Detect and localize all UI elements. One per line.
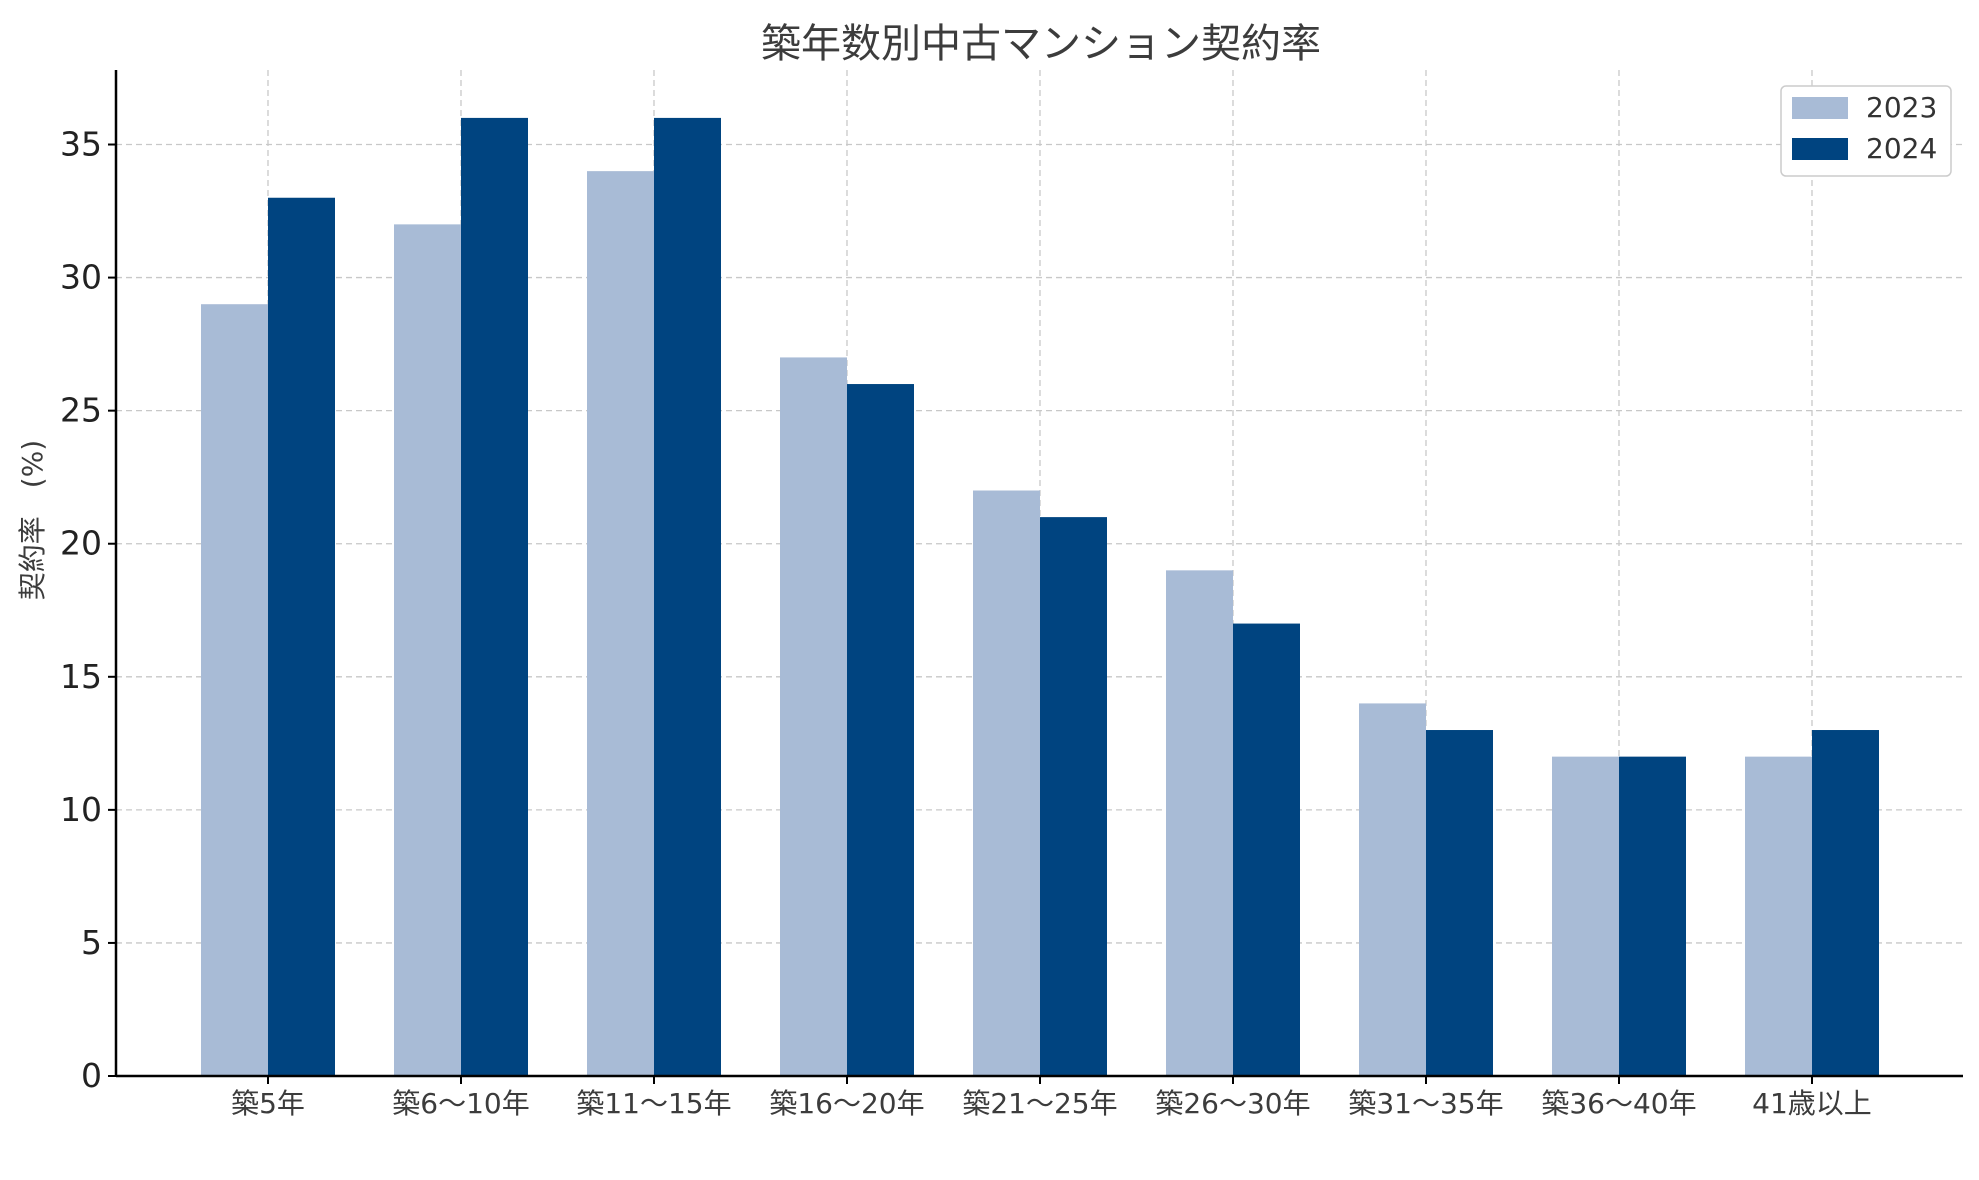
- x-tick-labels: 築5年 築6〜10年 築11〜15年 築16〜20年 築21〜25年 築26〜30年 築31…: [231, 1076, 1872, 1120]
- y-tick-label: 10: [60, 790, 102, 829]
- x-tick-label: 築6〜10年: [392, 1087, 529, 1120]
- bar-2023-6: [1166, 570, 1233, 1076]
- bars: [201, 117, 1879, 1077]
- y-tick-label: 25: [60, 391, 102, 430]
- bar-2023-4: [780, 357, 847, 1076]
- bar-2024-8: [1619, 756, 1686, 1076]
- bar-2023-9: [1745, 756, 1812, 1076]
- bar-2024-7: [1426, 730, 1493, 1076]
- y-axis-label: 契約率 (%): [16, 440, 49, 600]
- x-tick-label: 築36〜40年: [1541, 1087, 1696, 1120]
- y-tick-label: 0: [81, 1056, 102, 1095]
- bar-2024-1: [268, 197, 335, 1076]
- bar-2023-1: [201, 304, 268, 1076]
- legend-label-2024: 2024: [1866, 132, 1937, 165]
- bar-2023-8: [1552, 756, 1619, 1076]
- legend-label-2023: 2023: [1866, 91, 1937, 124]
- y-tick-label: 20: [60, 524, 102, 563]
- y-tick-label: 15: [60, 657, 102, 696]
- y-tick-label: 35: [60, 125, 102, 164]
- x-tick-label: 築26〜30年: [1155, 1087, 1310, 1120]
- x-tick-label: 築21〜25年: [962, 1087, 1117, 1120]
- y-tick-labels: 0 5 10 15 20 25 30 35: [60, 125, 116, 1095]
- chart-title: 築年数別中古マンション契約率: [761, 21, 1321, 67]
- bar-2024-3: [654, 117, 721, 1076]
- x-tick-label: 築11〜15年: [576, 1087, 731, 1120]
- bar-2023-3: [587, 171, 654, 1077]
- y-tick-label: 5: [81, 923, 102, 962]
- legend-swatch-2023: [1792, 97, 1848, 119]
- bar-2024-4: [847, 384, 914, 1076]
- y-tick-label: 30: [60, 258, 102, 297]
- bar-2024-9: [1812, 730, 1879, 1076]
- bar-2023-5: [973, 490, 1040, 1077]
- x-tick-label: 築5年: [231, 1087, 305, 1120]
- x-tick-label: 41歳以上: [1752, 1087, 1872, 1120]
- legend: 2023 2024: [1780, 85, 1952, 177]
- x-tick-label: 築16〜20年: [769, 1087, 924, 1120]
- bar-2024-6: [1233, 623, 1300, 1076]
- bar-2023-2: [394, 224, 461, 1076]
- legend-swatch-2024: [1792, 138, 1848, 160]
- x-tick-label: 築31〜35年: [1348, 1087, 1503, 1120]
- bar-2023-7: [1359, 703, 1426, 1076]
- bar-2024-5: [1040, 517, 1107, 1076]
- bar-2024-2: [461, 117, 528, 1076]
